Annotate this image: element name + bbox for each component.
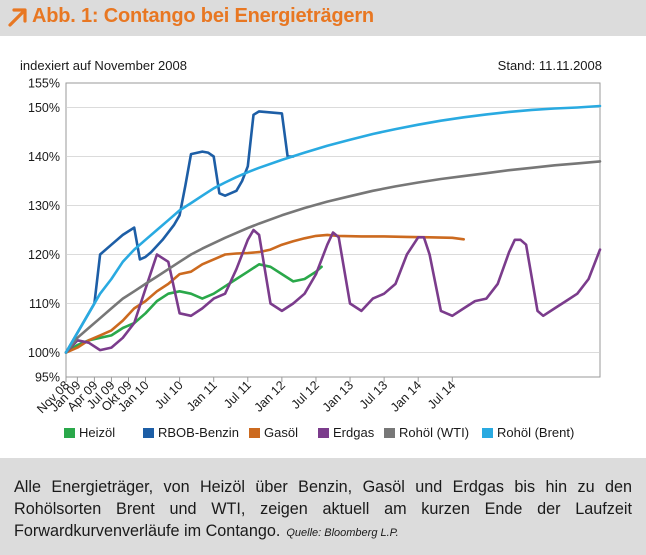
y-tick-label: 110% [29, 297, 60, 311]
caption-source: Quelle: Bloomberg L.P. [286, 527, 398, 539]
legend-label: Rohöl (Brent) [497, 425, 574, 440]
legend-label: Erdgas [333, 425, 375, 440]
legend-swatch [318, 428, 329, 438]
line-chart: indexiert auf November 2008 Stand: 11.11… [0, 36, 646, 454]
x-tick-label: Jan 13 [320, 378, 356, 414]
arrow-up-right-icon [6, 5, 30, 29]
x-tick-label: Jan 12 [252, 378, 288, 414]
x-tick-label: Jul 12 [289, 378, 323, 412]
x-tick-label: Jul 14 [425, 378, 459, 412]
y-axis: 95% 100% 110% 120% 130% 140% 150% 155% [28, 77, 60, 385]
legend-swatch [384, 428, 395, 438]
plot-grid [66, 83, 600, 377]
y-axis-label: indexiert auf November 2008 [20, 58, 187, 73]
legend-swatch [249, 428, 260, 438]
legend-swatch [64, 428, 75, 438]
plot-border [66, 83, 600, 377]
x-tick-label: Jul 11 [221, 378, 254, 411]
y-tick-label: 100% [28, 346, 60, 360]
y-tick-label: 155% [28, 77, 60, 91]
chart-area: indexiert auf November 2008 Stand: 11.11… [0, 36, 646, 454]
y-tick-label: 120% [28, 248, 60, 262]
x-tick-label: Jan 11 [184, 378, 220, 414]
legend-swatch [482, 428, 493, 438]
x-tick-label: Jul 10 [152, 378, 186, 412]
y-tick-label: 140% [28, 150, 60, 164]
series-line-roh-l-brent- [66, 106, 600, 353]
figure-caption: Alle Energieträger, von Heizöl über Benz… [0, 458, 646, 555]
legend-label: RBOB-Benzin [158, 425, 239, 440]
legend-swatch [143, 428, 154, 438]
x-tick-label: Jul 13 [357, 378, 391, 412]
date-note: Stand: 11.11.2008 [498, 58, 602, 73]
figure-title: Abb. 1: Contango bei Energieträgern [32, 5, 374, 28]
legend-label: Heizöl [79, 425, 115, 440]
series-line-heiz-l [66, 264, 322, 352]
series-line-erdgas [66, 230, 600, 353]
y-tick-label: 130% [28, 199, 60, 213]
series-lines [66, 106, 600, 353]
series-line-rbob-benzin [66, 111, 293, 352]
legend-label: Rohöl (WTI) [399, 425, 469, 440]
y-tick-label: 95% [35, 371, 60, 385]
figure: Abb. 1: Contango bei Energieträgern inde… [0, 0, 646, 555]
x-tick-label: Jan 14 [388, 378, 424, 414]
legend: Heizöl RBOB-Benzin Gasöl Erdgas Rohöl (WTI) R… [64, 425, 574, 440]
figure-header: Abb. 1: Contango bei Energieträgern [0, 0, 646, 36]
y-tick-label: 150% [28, 101, 60, 115]
legend-label: Gasöl [264, 425, 298, 440]
